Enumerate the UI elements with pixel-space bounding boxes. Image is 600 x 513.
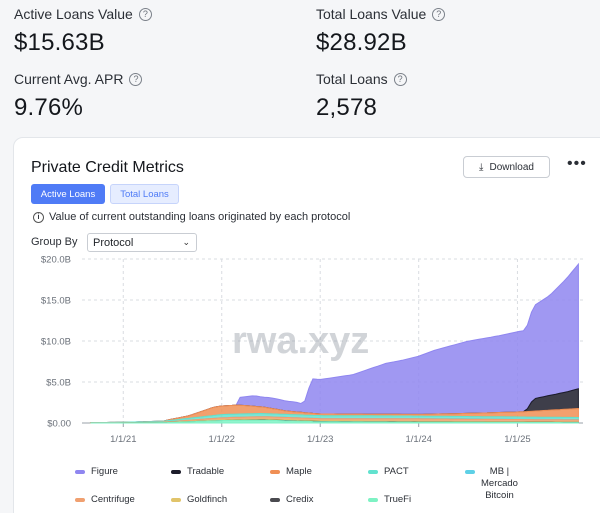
y-tick-label: $5.0B: [46, 378, 71, 389]
legend-swatch: [368, 470, 378, 474]
info-circle-icon: i: [33, 211, 44, 223]
stat-label: Total Loans Value: [316, 6, 427, 22]
tab-total-loans[interactable]: Total Loans: [110, 184, 179, 204]
legend-item[interactable]: Figure: [75, 466, 118, 478]
legend-label: Maple: [286, 466, 312, 477]
x-tick-label: 1/1/25: [504, 434, 530, 445]
legend-item[interactable]: PACT: [368, 466, 409, 478]
legend-item[interactable]: TrueFi: [368, 494, 411, 506]
private-credit-metrics-card: Private Credit Metrics ⤓ Download ••• Ac…: [13, 137, 600, 513]
stat-value: $15.63B: [14, 29, 105, 56]
x-tick-label: 1/1/21: [110, 434, 136, 445]
download-icon: ⤓: [479, 161, 484, 173]
y-tick-label: $0.00: [47, 419, 71, 430]
area-truefi: [90, 419, 579, 424]
question-circle-icon[interactable]: ?: [129, 72, 143, 86]
question-circle-icon[interactable]: ?: [393, 72, 407, 86]
tab-active-loans[interactable]: Active Loans: [31, 184, 105, 204]
more-horizontal-icon[interactable]: •••: [567, 155, 587, 172]
stat-current-avg-apr: Current Avg. APR? 9.76%: [14, 71, 143, 122]
group-by-label: Group By: [31, 236, 78, 248]
watermark-logo: rwa.xyz: [232, 320, 369, 362]
stat-total-loans: Total Loans? 2,578: [316, 71, 407, 122]
stat-value: 2,578: [316, 94, 378, 121]
legend-label: Tradable: [187, 466, 225, 477]
stat-value: 9.76%: [14, 94, 84, 121]
legend-swatch: [465, 470, 475, 474]
legend-label: Goldfinch: [187, 494, 228, 505]
legend-swatch: [75, 498, 85, 502]
stat-total-loans-value: Total Loans Value? $28.92B: [316, 6, 446, 57]
legend-item[interactable]: Tradable: [171, 466, 224, 478]
group-by-value: Protocol: [93, 236, 134, 249]
legend-item[interactable]: Centrifuge: [75, 494, 135, 506]
card-title: Private Credit Metrics: [31, 159, 184, 176]
legend-item[interactable]: Maple: [270, 466, 312, 478]
legend-label: PACT: [384, 466, 409, 477]
legend-item[interactable]: MB | Mercado Bitcoin: [465, 466, 518, 502]
chevron-down-icon: ⌄: [182, 237, 190, 247]
legend-label: TrueFi: [384, 494, 412, 505]
legend-swatch: [171, 498, 181, 502]
legend-label: Centrifuge: [91, 494, 135, 505]
legend-item[interactable]: Credix: [270, 494, 313, 506]
stat-active-loans-value: Active Loans Value? $15.63B: [14, 6, 152, 57]
legend-label: Credix: [286, 494, 314, 505]
stat-label: Current Avg. APR: [14, 71, 124, 87]
y-tick-label: $20.0B: [41, 255, 71, 266]
x-tick-label: 1/1/24: [405, 434, 431, 445]
question-circle-icon[interactable]: ?: [138, 7, 152, 21]
y-tick-label: $15.0B: [41, 296, 71, 307]
legend-label: MB | Mercado Bitcoin: [481, 466, 518, 501]
legend-swatch: [75, 470, 85, 474]
legend-swatch: [270, 498, 280, 502]
stat-value: $28.92B: [316, 29, 407, 56]
legend-item[interactable]: Goldfinch: [171, 494, 227, 506]
legend-swatch: [171, 470, 181, 474]
stat-label: Active Loans Value: [14, 6, 133, 22]
group-by-select[interactable]: Protocol ⌄: [87, 233, 197, 252]
x-tick-label: 1/1/22: [209, 434, 235, 445]
x-tick-label: 1/1/23: [307, 434, 333, 445]
download-label: Download: [489, 161, 534, 173]
question-circle-icon[interactable]: ?: [432, 7, 446, 21]
legend-label: Figure: [91, 466, 118, 477]
stat-label: Total Loans: [316, 71, 388, 87]
legend-swatch: [270, 470, 280, 474]
legend-swatch: [368, 498, 378, 502]
y-tick-label: $10.0B: [41, 337, 71, 348]
info-text: Value of current outstanding loans origi…: [49, 211, 351, 223]
download-button[interactable]: ⤓ Download: [463, 156, 550, 178]
info-row: i Value of current outstanding loans ori…: [33, 211, 350, 223]
